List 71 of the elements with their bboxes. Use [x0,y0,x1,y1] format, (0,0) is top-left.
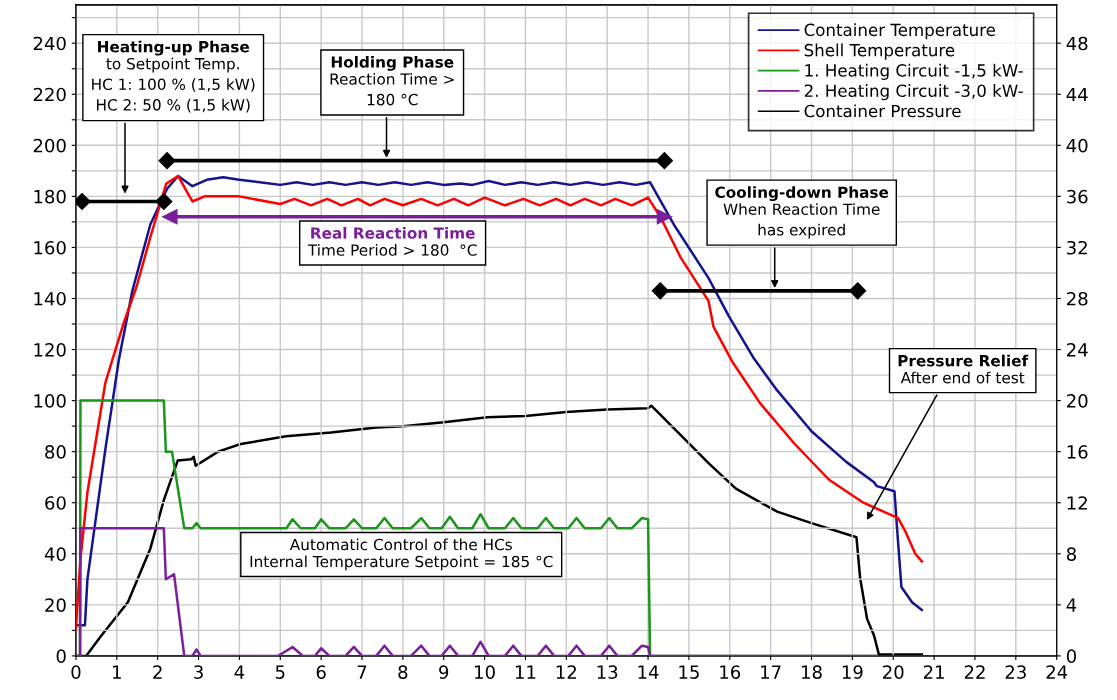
x-tick-label: 4 [234,665,245,679]
y2-tick-label: 40 [1066,138,1088,153]
y-tick-label: 60 [45,496,66,510]
annotation: Automatic Control of the HCs Internal Temperature Setpoint = 185 °C [250,538,553,571]
x-tick-label: 23 [1005,665,1026,679]
x-tick-label: 17 [761,665,781,679]
legend-label: Shell Temperature [804,43,955,60]
x-tick-label: 20 [883,665,904,679]
y-tick-label: 0 [56,649,66,664]
annotation: Cooling-down Phase When Reaction Time has expired [715,186,889,239]
x-tick-label: 2 [153,665,162,679]
legend-label: Container Temperature [804,23,996,40]
y2-tick-label: 8 [1066,547,1076,561]
x-tick-label: 1 [113,665,121,679]
y-tick-label: 180 [34,189,66,204]
annotation: Real Reaction Time Time Period > 180 °C [307,227,477,256]
point [655,152,673,170]
legend-label: 1. Heating Circuit -1,5 kW- [805,63,1023,80]
annotation: Holding Phase Reaction Time > 180 °C [330,55,454,106]
x-tick-label: 9 [439,665,449,679]
y-tick-label: 240 [33,36,66,51]
x-tick-label: 3 [194,665,203,679]
x-tick-label: 11 [515,665,536,679]
line-series [75,527,879,656]
point [158,152,176,170]
y2-tick-label: 16 [1067,445,1088,459]
x-tick-label: 18 [802,665,822,679]
y2-tick-label: 36 [1067,189,1088,204]
point [849,282,867,300]
y-tick-label: 20 [45,598,66,612]
x-tick-label: 19 [842,665,863,679]
y-tick-label: 40 [44,547,66,561]
y2-tick-label: 32 [1067,240,1087,255]
y2-tick-label: 48 [1066,36,1088,51]
x-tick-label: 12 [556,665,576,679]
x-tick-label: 15 [679,665,699,679]
x-tick-label: 5 [275,665,285,679]
y-tick-label: 140 [34,291,66,306]
y2-tick-label: 24 [1067,343,1088,357]
legend-label: Container Pressure [804,104,961,118]
y-tick-label: 80 [45,445,66,459]
y2-tick-label: 12 [1067,496,1087,510]
annotation: Pressure Relief After end of test [898,354,1029,384]
x-tick-label: 24 [1046,665,1068,679]
y2-tick-label: 0 [1066,649,1076,664]
x-tick-label: 21 [923,665,944,679]
x-tick-label: 0 [71,665,81,679]
x-tick-label: 7 [357,665,367,679]
y-tick-label: 220 [33,87,66,102]
point [656,209,673,225]
x-tick-label: 14 [638,665,659,679]
y2-tick-label: 4 [1066,598,1077,612]
y-tick-label: 120 [34,343,66,357]
x-tick-label: 13 [597,665,618,679]
y-tick-label: 160 [34,240,66,255]
x-tick-label: 8 [398,665,408,679]
y-tick-label: 200 [33,138,66,153]
point [651,282,669,300]
y2-tick-label: 28 [1067,291,1088,306]
x-tick-label: 16 [720,665,741,679]
y2-tick-label: 44 [1066,87,1088,102]
y2-tick-label: 20 [1067,394,1088,408]
point [162,209,178,225]
annotation: Heating-up Phase to Setpoint Temp. HC 1: 100 % (1,5 kW) HC 2: 50 % (1,5 kW) [92,40,255,113]
legend-label: 2. Heating Circuit -3,0 kW- [804,84,1023,101]
x-tick-label: 10 [475,665,495,679]
x-tick-label: 22 [964,665,985,679]
point [75,192,91,211]
point [155,192,173,211]
x-tick-label: 6 [316,665,326,679]
y-tick-label: 100 [34,394,66,408]
